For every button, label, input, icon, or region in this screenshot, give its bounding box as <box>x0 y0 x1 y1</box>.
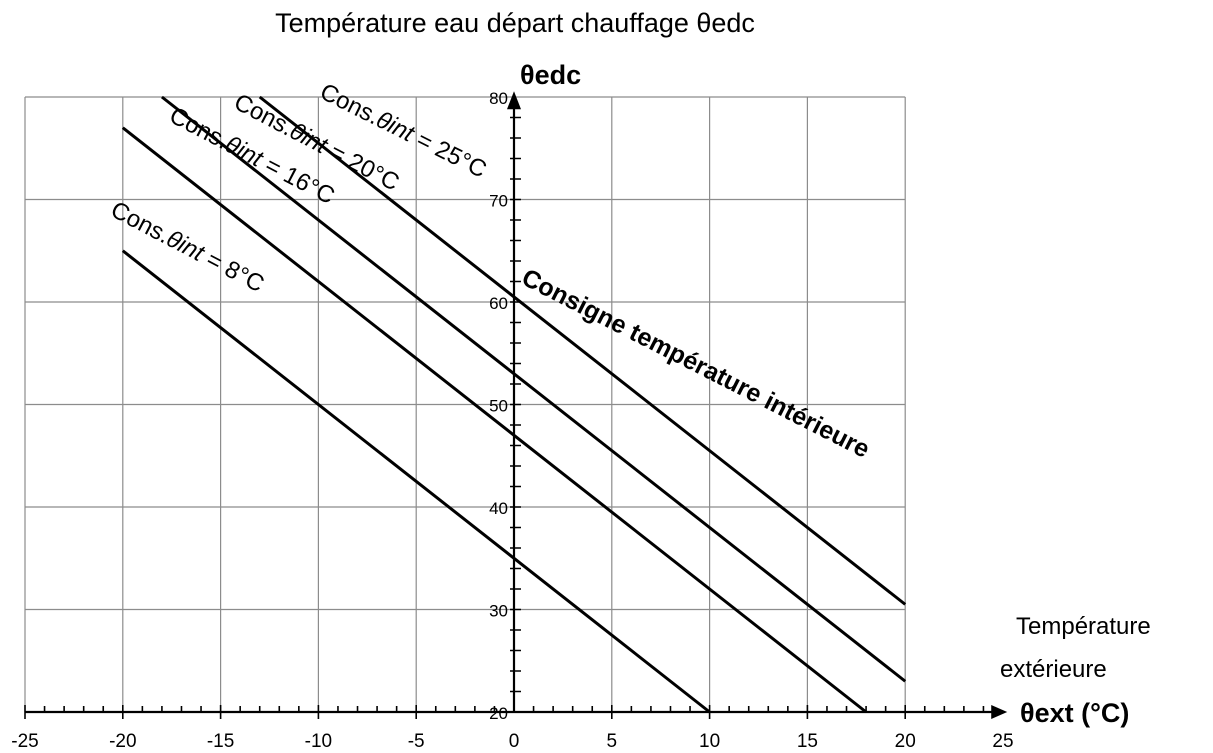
y-tick-label: 30 <box>489 602 508 621</box>
x-tick-label: 20 <box>895 731 916 752</box>
y-axis-title: θedc <box>520 60 581 90</box>
y-tick-label: 20 <box>489 704 508 723</box>
y-axis-arrow <box>507 91 521 110</box>
series-line <box>160 95 907 683</box>
x-side-label-line-2: extérieure <box>1000 656 1107 683</box>
series-lines <box>121 95 907 714</box>
x-tick-label: 25 <box>992 731 1013 752</box>
series-line <box>121 126 868 714</box>
x-tick-label: 0 <box>509 731 520 752</box>
y-tick-label: 60 <box>489 294 508 313</box>
x-tick-label: -20 <box>109 731 136 752</box>
series-line <box>121 249 711 714</box>
x-side-label-line-1: Température <box>1016 613 1151 640</box>
series-line <box>258 95 907 606</box>
y-tick-label: 40 <box>489 499 508 518</box>
annotation-consigne: Consigne température intérieure <box>517 263 874 463</box>
chart-title: Température eau départ chauffage θedc <box>275 8 755 38</box>
series-label: Cons.θint = 8°C <box>106 196 268 298</box>
x-tick-label: -15 <box>207 731 234 752</box>
x-axis-arrow <box>991 705 1008 719</box>
x-tick-label: 15 <box>797 731 818 752</box>
x-tick-label: -25 <box>11 731 38 752</box>
x-tick-label: 10 <box>699 731 720 752</box>
x-tick-label: -5 <box>408 731 425 752</box>
y-tick-label: 70 <box>489 192 508 211</box>
axes: -25 -20 -15 -10 -5 0 5 10 15 20 25 20 30 40 50 60 70 80 <box>11 89 1013 752</box>
x-tick-label: 5 <box>607 731 618 752</box>
grid <box>24 96 906 712</box>
x-axis-title: θext (°C) <box>1020 698 1129 728</box>
x-tick-label: -10 <box>305 731 332 752</box>
y-tick-label: 80 <box>489 89 508 108</box>
y-tick-label: 50 <box>489 397 508 416</box>
